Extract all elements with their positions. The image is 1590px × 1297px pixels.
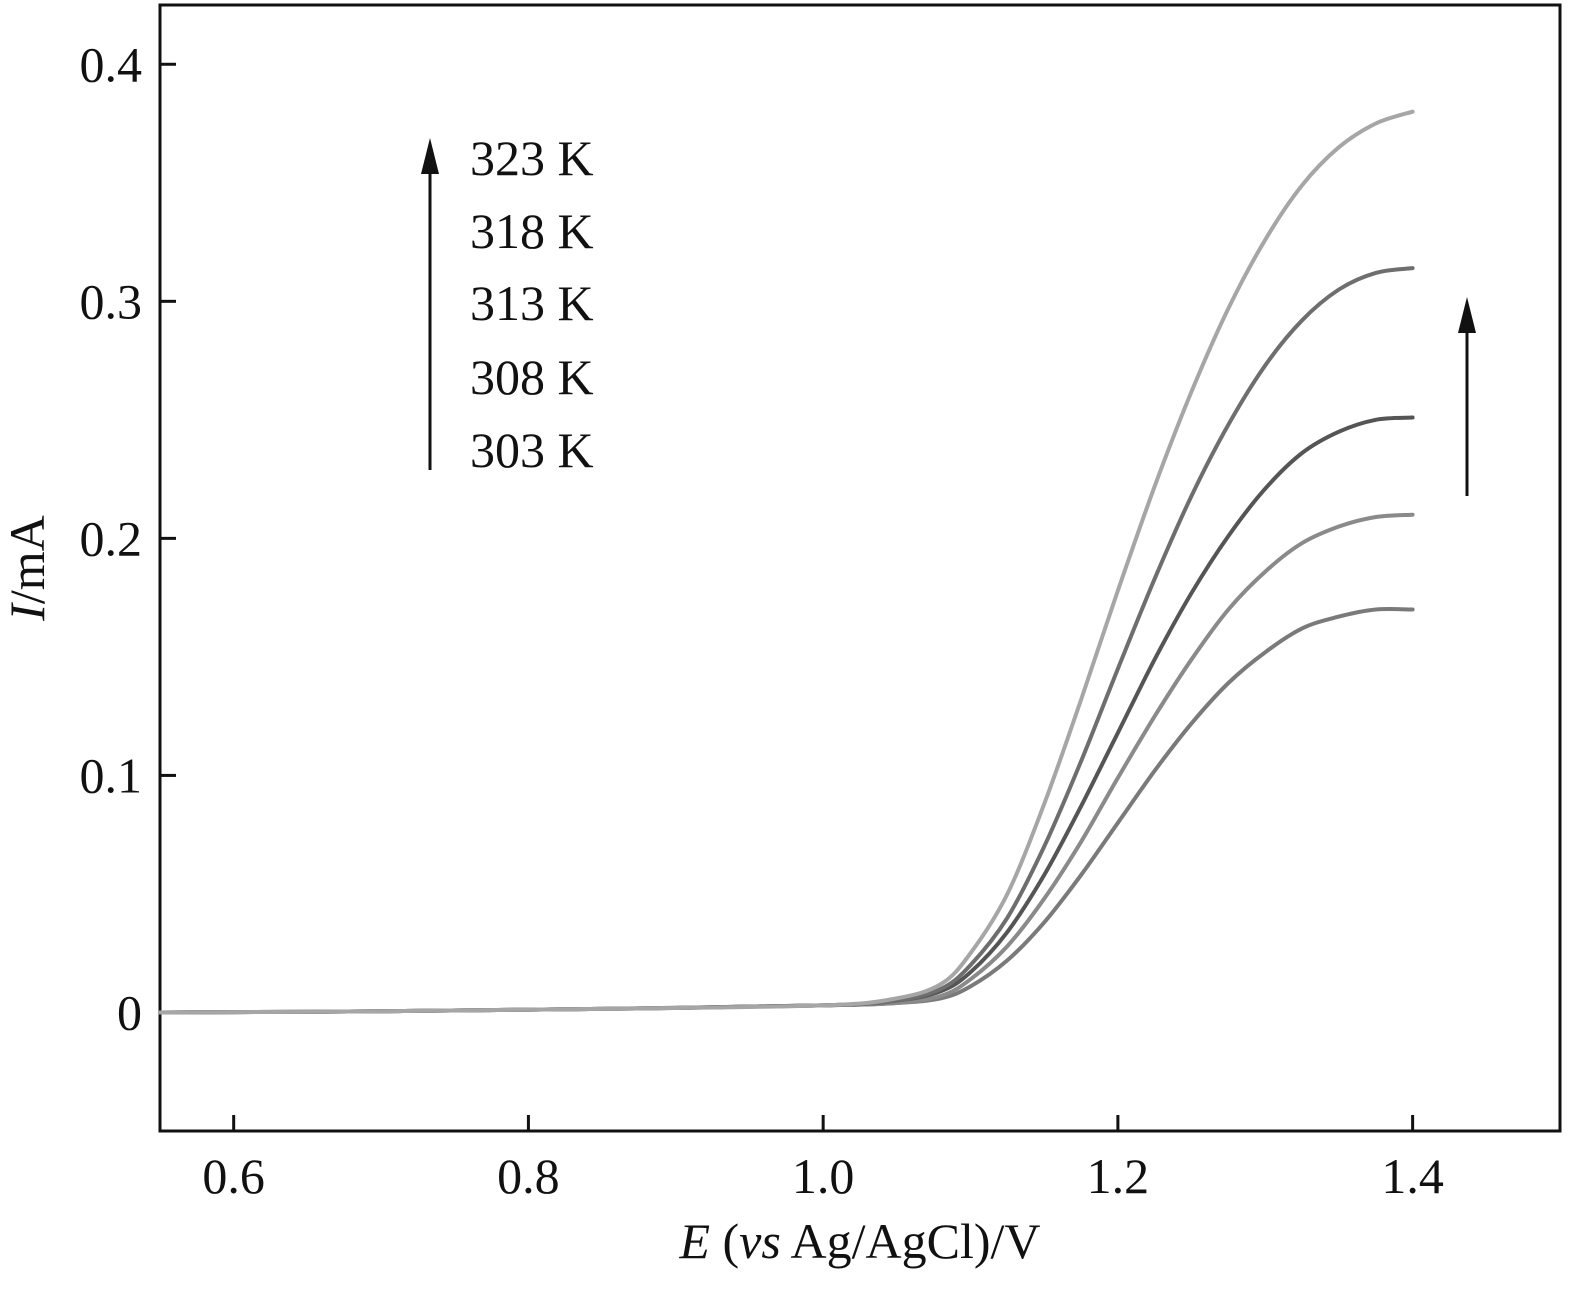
y-axis-label-unit: /mA [0,515,55,604]
legend: 323 K 318 K 313 K 308 K 303 K [421,130,594,478]
x-tick-label: 1.0 [792,1148,855,1204]
y-axis-label: I/mA [0,515,55,622]
series-line-313k [158,415,1415,1015]
y-tick-label: 0.3 [80,273,143,329]
series-line-318k [158,266,1415,1015]
trend-arrow [1458,297,1476,496]
x-axis-label-ref: Ag/AgCl)/V [781,1213,1041,1269]
x-axis-label-vs: vs [739,1213,781,1269]
y-axis-label-i: I [0,602,55,622]
y-tick-label: 0.1 [80,747,143,803]
x-tick-label: 1.4 [1381,1148,1444,1204]
series-line-323k [158,109,1415,1015]
x-axis-label-e: E [678,1213,710,1269]
legend-label-303k: 303 K [470,422,594,478]
trend-arrow-head [1458,297,1476,333]
x-tick-label: 0.6 [202,1148,265,1204]
x-axis-label: E (vs Ag/AgCl)/V [678,1213,1040,1269]
y-tick-label: 0.2 [80,510,143,566]
legend-label-313k: 313 K [470,275,594,331]
series-line-308k [158,512,1415,1015]
y-tick-label: 0.4 [80,36,143,92]
x-axis-label-paren: ( [710,1213,739,1269]
x-tick-label: 1.2 [1087,1148,1150,1204]
plot-frame [158,3,1562,1133]
series-layer [158,109,1415,1015]
series-line-303k [158,606,1415,1015]
x-axis-ticks: 0.6 0.8 1.0 1.2 1.4 [202,1115,1444,1204]
x-tick-label: 0.8 [497,1148,560,1204]
legend-arrow-head [421,138,439,174]
y-tick-label: 0 [117,984,142,1040]
y-axis-ticks: 0 0.1 0.2 0.3 0.4 [80,36,176,1040]
legend-label-308k: 308 K [470,349,594,405]
legend-label-318k: 318 K [470,203,594,259]
legend-label-323k: 323 K [470,130,594,186]
